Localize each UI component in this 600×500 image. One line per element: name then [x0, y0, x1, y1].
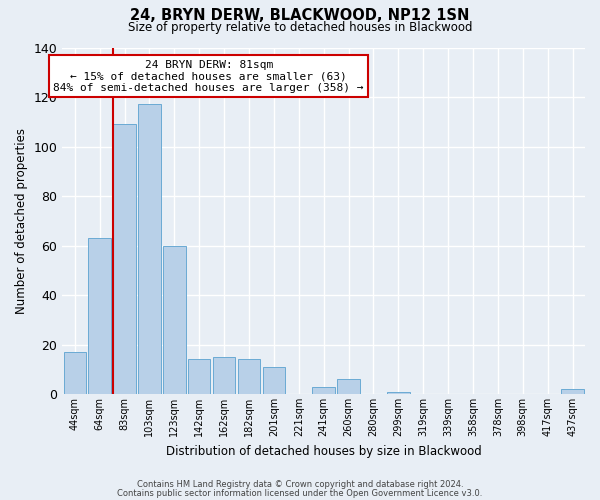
Bar: [64, 352, 86, 394]
Y-axis label: Number of detached properties: Number of detached properties: [15, 128, 28, 314]
Bar: [387, 392, 410, 394]
Text: 24, BRYN DERW, BLACKWOOD, NP12 1SN: 24, BRYN DERW, BLACKWOOD, NP12 1SN: [130, 8, 470, 22]
Bar: [562, 389, 584, 394]
Bar: [163, 246, 185, 394]
Bar: [213, 357, 235, 394]
Bar: [113, 124, 136, 394]
Bar: [138, 104, 161, 394]
Bar: [337, 379, 360, 394]
Text: Size of property relative to detached houses in Blackwood: Size of property relative to detached ho…: [128, 21, 472, 34]
X-axis label: Distribution of detached houses by size in Blackwood: Distribution of detached houses by size …: [166, 444, 482, 458]
Text: Contains public sector information licensed under the Open Government Licence v3: Contains public sector information licen…: [118, 488, 482, 498]
Text: 24 BRYN DERW: 81sqm
← 15% of detached houses are smaller (63)
84% of semi-detach: 24 BRYN DERW: 81sqm ← 15% of detached ho…: [53, 60, 364, 93]
Bar: [188, 360, 211, 394]
Bar: [313, 386, 335, 394]
Text: Contains HM Land Registry data © Crown copyright and database right 2024.: Contains HM Land Registry data © Crown c…: [137, 480, 463, 489]
Bar: [238, 360, 260, 394]
Bar: [263, 367, 285, 394]
Bar: [88, 238, 111, 394]
